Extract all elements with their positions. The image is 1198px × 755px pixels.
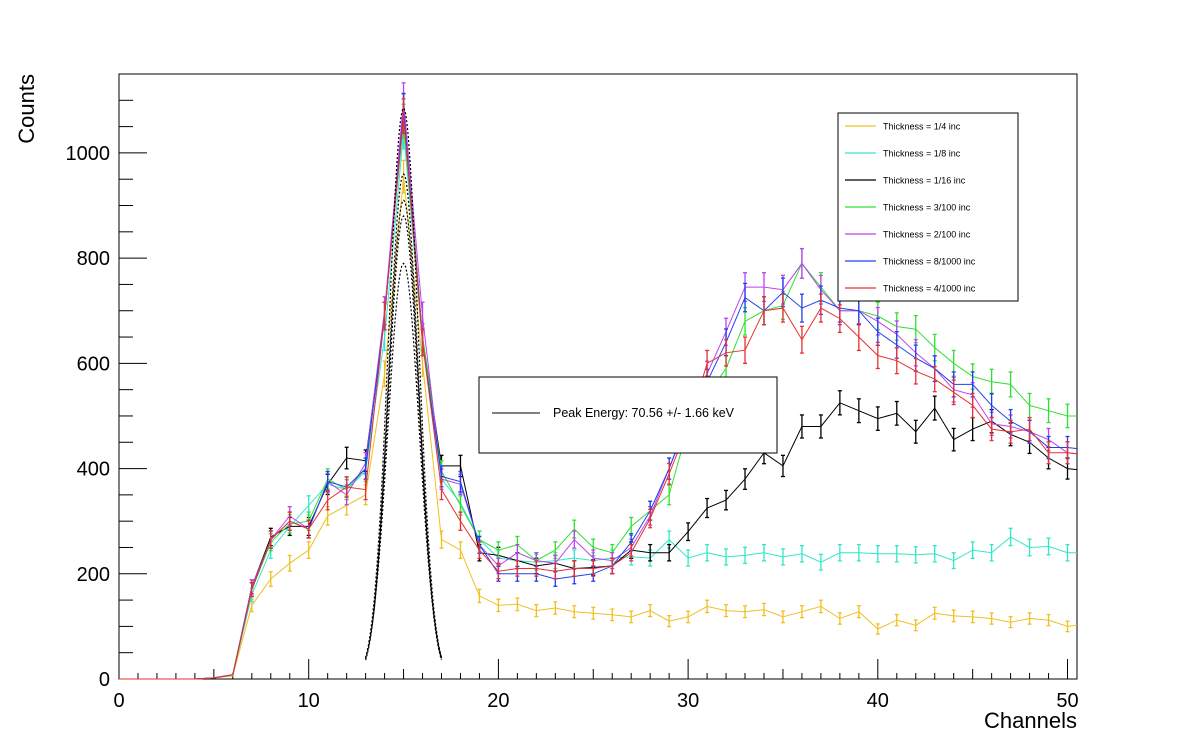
y-tick-label: 800 [77,248,110,270]
y-axis-label: Counts [14,74,39,144]
legend-item: Thickness = 1/4 inc [845,122,961,132]
legend-label: Thickness = 1/4 inc [883,122,961,132]
series-layer [119,82,1078,680]
legend-item: Thickness = 1/8 inc [845,149,961,159]
legend-label: Thickness = 1/16 inc [883,176,966,186]
legend-label: Thickness = 2/100 inc [883,230,971,240]
legend: Thickness = 1/4 inc Thickness = 1/8 inc Th… [837,112,1019,302]
fit-stats-label: Peak Energy: 70.56 +/- 1.66 keV [553,406,735,420]
series-line [119,100,1078,680]
y-tick-label: 0 [99,669,110,691]
legend-item: Thickness = 2/100 inc [845,230,971,240]
legend-label: Thickness = 3/100 inc [883,203,971,213]
series-line [119,121,1077,680]
x-tick-label: 30 [677,690,699,712]
legend-item: Thickness = 8/1000 inc [845,257,976,267]
legend-label: Thickness = 8/1000 inc [883,257,976,267]
x-tick-label: 20 [487,690,509,712]
fit-curve [365,107,443,658]
legend-entries: Thickness = 1/4 inc Thickness = 1/8 inc Th… [845,122,976,294]
fit-curve [365,173,443,661]
series-line [119,176,1078,680]
fit-stats-box: Peak Energy: 70.56 +/- 1.66 keV [478,376,778,454]
axis-ticks: 0 10 20 30 40 50 0 200 400 600 800 1000 [66,99,1079,712]
legend-item: Thickness = 4/1000 inc [845,284,976,294]
fit-curves [365,107,443,661]
series-1 [119,159,1078,680]
y-tick-label: 400 [77,459,110,481]
x-tick-label: 10 [298,690,320,712]
x-tick-label: 40 [867,690,889,712]
x-tick-label: 50 [1056,690,1078,712]
fit-curve [365,215,443,659]
x-axis-label: Channels [984,708,1077,733]
legend-label: Thickness = 4/1000 inc [883,284,976,294]
series-line [119,116,1078,680]
legend-label: Thickness = 1/8 inc [883,149,961,159]
x-tick-label: 0 [113,690,124,712]
y-tick-label: 1000 [66,143,111,165]
legend-item: Thickness = 1/16 inc [845,176,966,186]
fit-curve [365,199,443,659]
y-tick-label: 200 [77,564,110,586]
y-tick-label: 600 [77,353,110,375]
legend-item: Thickness = 3/100 inc [845,203,971,213]
fit-curve [365,262,443,658]
plot-frame [118,73,1078,680]
fit-stats-frame [478,376,778,454]
